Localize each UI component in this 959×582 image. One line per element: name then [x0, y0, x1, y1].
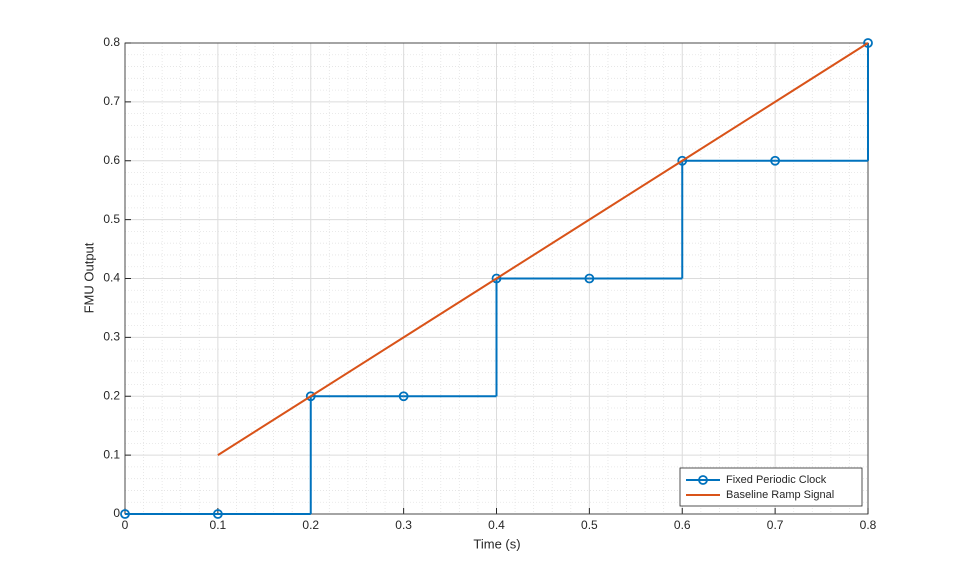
legend-marker [698, 475, 708, 485]
marker [770, 155, 781, 166]
legend-box [679, 467, 863, 507]
x-tick-label: 0.4 [488, 518, 505, 532]
y-tick-label: 0.3 [103, 330, 120, 344]
marker [584, 273, 595, 284]
x-tick-label: 0.6 [674, 518, 691, 532]
marker [305, 391, 316, 402]
y-tick-label: 0.7 [103, 94, 120, 108]
y-tick-label: 0.1 [103, 447, 120, 461]
x-tick-label: 0.8 [860, 518, 877, 532]
x-tick-label: 0.2 [302, 518, 319, 532]
y-tick-label: 0.6 [103, 153, 120, 167]
x-tick-label: 0.5 [581, 518, 598, 532]
y-tick-label: 0.4 [103, 271, 120, 285]
y-tick-label: 0 [113, 506, 120, 520]
y-axis-label: FMU Output [81, 242, 96, 313]
y-tick-label: 0.5 [103, 212, 120, 226]
marker [491, 273, 502, 284]
line-series [217, 42, 869, 456]
y-tick-label: 0.8 [103, 35, 120, 49]
marker [863, 38, 873, 48]
marker [212, 509, 223, 519]
x-tick-label: 0 [122, 518, 129, 532]
x-tick-label: 0.3 [395, 518, 412, 532]
legend-label: Baseline Ramp Signal [726, 489, 834, 501]
x-axis-label: Time (s) [473, 536, 520, 551]
y-tick-label: 0.2 [103, 388, 120, 402]
x-tick-label: 0.7 [767, 518, 784, 532]
x-tick-label: 0.1 [210, 518, 227, 532]
marker [398, 391, 409, 402]
legend-label: Fixed Periodic Clock [726, 474, 827, 486]
marker [120, 509, 130, 519]
marker [677, 155, 688, 166]
axes-box [124, 42, 869, 515]
